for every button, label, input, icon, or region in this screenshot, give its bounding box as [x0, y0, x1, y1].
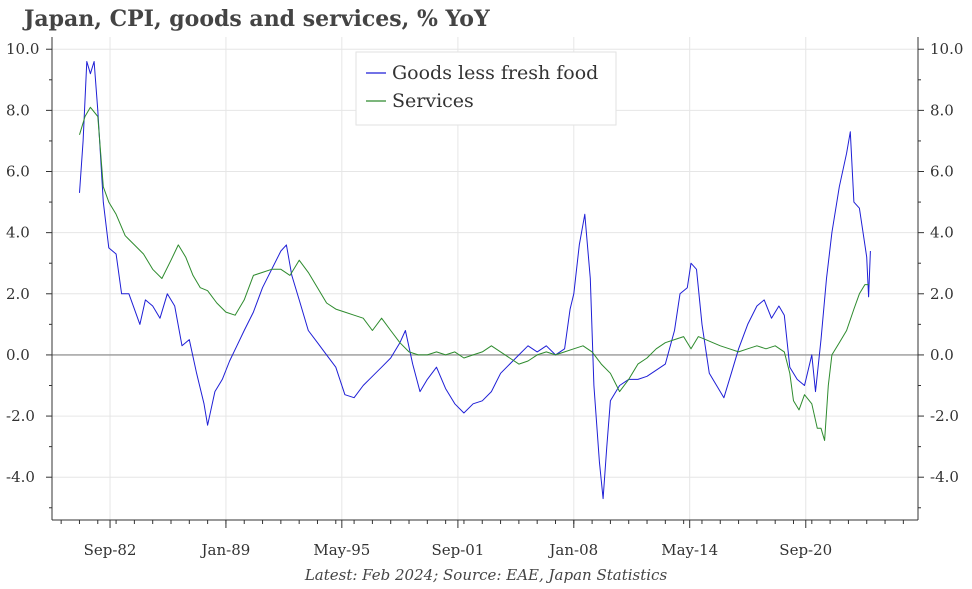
y-tick-label-left: 0.0 [6, 346, 30, 364]
y-tick-label-left: 10.0 [6, 40, 39, 58]
x-tick-label: Jan-08 [547, 541, 598, 559]
tick-labels: -4.0 -4.0 -2.0 -2.0 0.0 0.0 2.0 2.0 4.0 4.0 6.0 6.0… [6, 40, 963, 559]
chart-title: Japan, CPI, goods and services, % YoY [24, 6, 490, 32]
source-caption: Latest: Feb 2024; Source: EAE, Japan Sta… [304, 566, 668, 584]
y-tick-label-right: 8.0 [930, 101, 954, 119]
y-tick-label-right: 4.0 [930, 224, 954, 242]
goods-less-fresh-food-line [79, 61, 871, 500]
x-tick-label: May-14 [661, 541, 718, 559]
y-tick-label-right: 0.0 [930, 346, 954, 364]
x-tick-label: Jan-89 [200, 541, 251, 559]
y-tick-label-left: 4.0 [6, 224, 30, 242]
legend-label-services: Services [392, 90, 474, 112]
y-tick-label-right: -4.0 [930, 468, 959, 486]
x-tick-label: May-95 [313, 541, 370, 559]
legend: Goods less fresh food Services [355, 51, 617, 126]
legend-box [355, 51, 617, 126]
y-tick-label-left: 6.0 [6, 163, 30, 181]
y-tick-label-left: 2.0 [6, 285, 30, 303]
y-tick-label-left: 8.0 [6, 101, 30, 119]
y-tick-label-right: 10.0 [930, 40, 963, 58]
y-tick-label-right: 6.0 [930, 163, 954, 181]
tick-marks [46, 48, 924, 528]
y-tick-label-right: 2.0 [930, 285, 954, 303]
x-tick-label: Sep-20 [779, 541, 832, 559]
services-line [79, 106, 869, 441]
y-tick-label-left: -2.0 [6, 407, 35, 425]
legend-label-goods: Goods less fresh food [392, 62, 598, 84]
y-tick-label-right: -2.0 [930, 407, 959, 425]
series-lines [79, 61, 871, 500]
x-tick-label: Sep-01 [431, 541, 484, 559]
axes [51, 37, 919, 521]
y-tick-label-left: -4.0 [6, 468, 35, 486]
x-tick-label: Sep-82 [84, 541, 137, 559]
